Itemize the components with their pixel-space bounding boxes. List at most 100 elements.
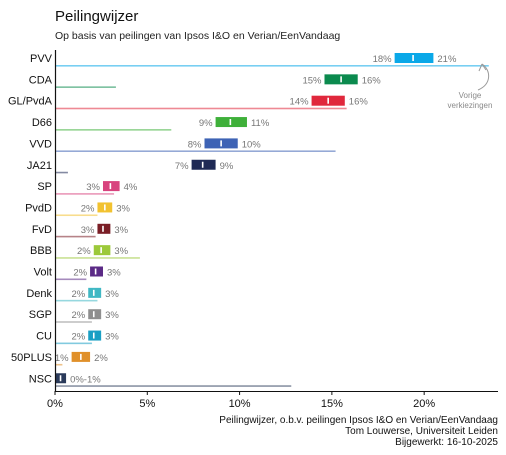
poll-midpoint-marker: [92, 332, 95, 339]
low-value-label: 3%: [81, 225, 95, 236]
poll-midpoint-marker: [229, 119, 232, 126]
poll-range-bar: [88, 287, 102, 298]
x-tick-label: 20%: [413, 398, 435, 410]
chart-subtitle: Op basis van peilingen van Ipsos I&O en …: [55, 30, 340, 42]
poll-range-bar: [215, 117, 247, 128]
low-value-label: 2%: [71, 332, 85, 343]
x-tick-label: 0%: [47, 398, 63, 410]
low-value-label: 1%: [55, 353, 69, 364]
party-row: SP 3% 4%: [37, 181, 138, 195]
party-label: JA21: [27, 160, 52, 172]
previous-election-line: [55, 150, 336, 152]
previous-election-annotation: Vorige verkiezingen: [448, 63, 493, 110]
annotation-line-2: verkiezingen: [448, 101, 493, 110]
previous-election-line: [55, 235, 96, 238]
high-value-label: 3%: [114, 246, 128, 257]
previous-election-line: [55, 107, 347, 110]
x-tick-label: 10%: [229, 398, 251, 410]
previous-election-line: [55, 86, 116, 88]
party-label: GL/PvdA: [8, 96, 53, 108]
poll-midpoint-marker: [80, 353, 82, 360]
poll-midpoint-marker: [94, 268, 97, 275]
poll-midpoint-marker: [102, 225, 104, 232]
party-row: FvD 3% 3%: [32, 223, 129, 238]
x-tick-label: 15%: [321, 398, 343, 410]
poll-midpoint-marker: [92, 311, 95, 318]
poll-midpoint-marker: [109, 183, 112, 190]
party-label: NSC: [29, 373, 52, 385]
party-label: 50PLUS: [11, 352, 52, 364]
previous-election-line: [55, 278, 87, 281]
x-axis-ticks: 0% 5% 10% 15% 20%: [47, 391, 435, 410]
low-value-label: 8%: [188, 139, 202, 150]
high-value-label: 3%: [105, 332, 119, 343]
previous-election-line: [55, 257, 140, 259]
annotation-arrow: [477, 63, 490, 91]
party-row: BBB 2% 3%: [30, 245, 140, 259]
low-value-label: 2%: [71, 310, 85, 321]
party-label: CU: [36, 331, 52, 343]
poll-range-bar: [88, 309, 102, 320]
poll-midpoint-marker: [104, 204, 106, 211]
party-row: SGP 2% 3%: [29, 309, 119, 323]
low-value-label: 2%: [73, 268, 87, 279]
party-row: JA21 7% 9%: [27, 159, 234, 174]
party-row: Denk 2% 3%: [26, 287, 119, 302]
party-row: PVV 18% 21%: [30, 53, 489, 67]
low-value-label: 2%: [71, 289, 85, 300]
x-tick-label: 5%: [139, 398, 155, 410]
poll-midpoint-marker: [201, 161, 204, 168]
party-row: 50PLUS 1% 2%: [11, 351, 108, 366]
party-row: D66 9% 11%: [32, 117, 270, 131]
low-value-label: 3%: [86, 182, 100, 193]
party-label: FvD: [32, 224, 52, 236]
poll-range-bar: [88, 330, 102, 341]
high-value-label: 10%: [242, 139, 262, 150]
chart-rows: PVV 18% 21% CDA 15% 16% GL/PvdA 14% 16% D66 9% 11% V…: [8, 53, 489, 387]
previous-election-line: [55, 342, 92, 345]
annotation-line-1: Vorige: [459, 91, 482, 100]
source-line-1: Peilingwijzer, o.b.v. peilingen Ipsos I&…: [219, 415, 498, 426]
party-label: D66: [32, 117, 52, 129]
party-label: Volt: [34, 267, 52, 279]
high-value-label: 16%: [362, 75, 382, 86]
low-value-label: 14%: [290, 97, 310, 108]
high-value-label: 4%: [124, 182, 138, 193]
low-value-label: 2%: [81, 203, 95, 214]
party-row: PvdD 2% 3%: [25, 202, 131, 217]
party-label: SP: [37, 181, 52, 193]
party-row: CU 2% 3%: [36, 330, 119, 345]
previous-election-line: [55, 321, 92, 323]
previous-election-line: [55, 385, 292, 387]
source-line-2: Tom Louwerse, Universiteit Leiden: [345, 426, 498, 437]
poll-midpoint-marker: [327, 97, 329, 104]
high-value-label: 2%: [94, 353, 108, 364]
high-value-label: 3%: [116, 203, 130, 214]
high-value-label: 11%: [251, 118, 270, 129]
high-value-label: 21%: [437, 54, 457, 65]
poll-range-bar: [90, 266, 103, 277]
previous-election-line: [55, 171, 68, 174]
party-label: CDA: [29, 74, 53, 86]
party-label: BBB: [30, 245, 52, 257]
poll-midpoint-marker: [340, 76, 342, 83]
poll-range-bar: [191, 159, 216, 170]
party-label: Denk: [26, 288, 52, 300]
poll-range-bar: [102, 181, 120, 192]
low-value-label: 9%: [199, 118, 213, 129]
poll-range-bar: [97, 223, 111, 234]
high-value-label: 0%-1%: [70, 374, 101, 385]
poll-midpoint-marker: [92, 289, 95, 296]
poll-midpoint-marker: [100, 247, 102, 254]
source-line-3: Bijgewerkt: 16-10-2025: [395, 437, 498, 448]
party-label: SGP: [29, 309, 52, 321]
previous-election-line: [55, 299, 98, 302]
party-label: PvdD: [25, 202, 52, 214]
annotation-arrowhead: [478, 63, 487, 72]
party-row: GL/PvdA 14% 16%: [8, 95, 369, 110]
low-value-label: 7%: [175, 161, 189, 172]
high-value-label: 3%: [107, 268, 121, 279]
high-value-label: 16%: [349, 97, 369, 108]
party-label: VVD: [29, 138, 52, 150]
